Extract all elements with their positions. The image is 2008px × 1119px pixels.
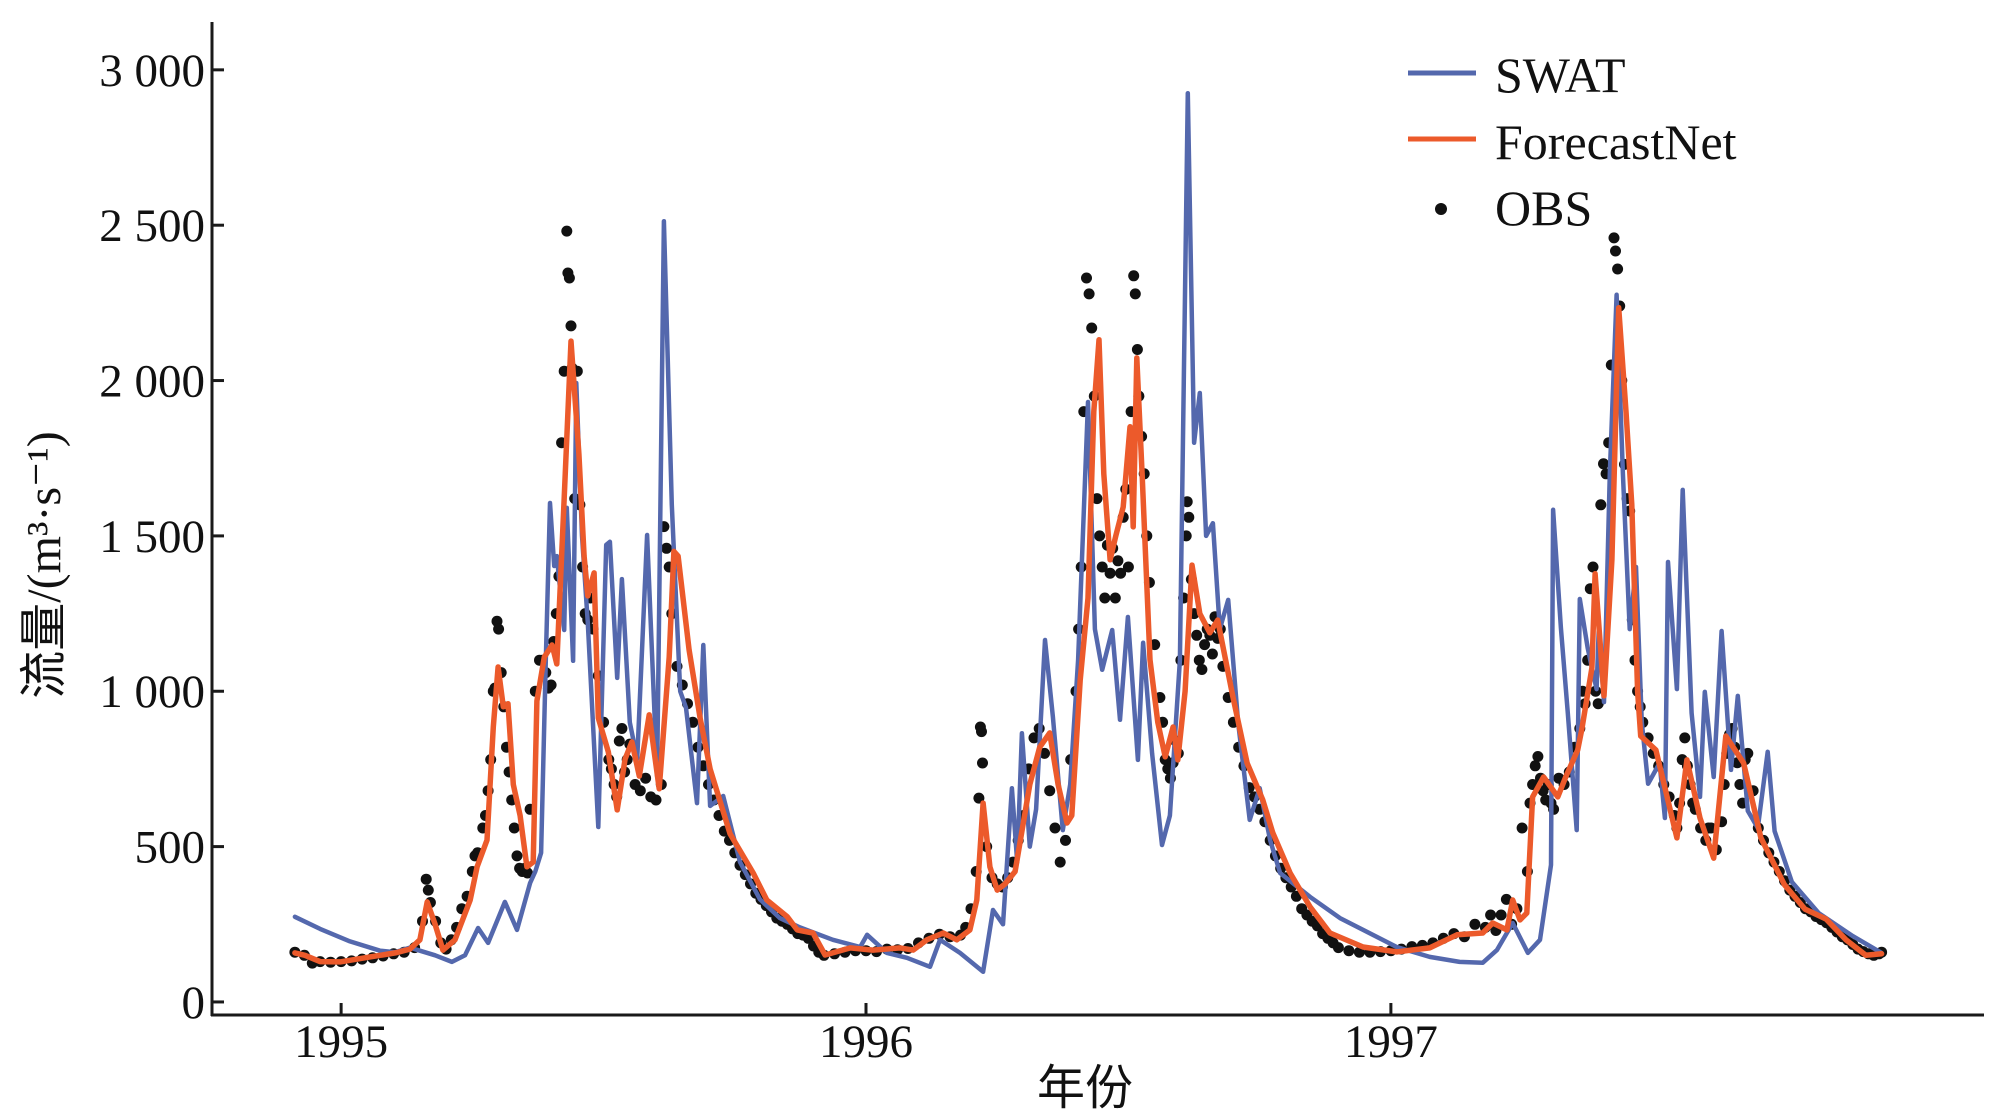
- obs-point: [1608, 232, 1620, 244]
- obs-point: [661, 542, 672, 554]
- y-tick-label: 1 500: [99, 511, 205, 563]
- obs-point: [1206, 648, 1218, 660]
- obs-point: [1485, 909, 1497, 921]
- x-axis-ticks: 1995 1996 1997: [294, 1003, 1438, 1068]
- y-axis-ticks: 0 500 1 000 1 500 2 000 2 500 3 000: [99, 45, 224, 1029]
- obs-point: [1039, 747, 1050, 759]
- obs-point: [1679, 732, 1691, 744]
- y-tick-label: 2 000: [99, 356, 205, 408]
- obs-point: [563, 272, 575, 284]
- obs-point: [1128, 270, 1140, 282]
- obs-point: [616, 723, 628, 734]
- x-tick-label: 1996: [819, 1016, 913, 1068]
- legend-swat-label: SWAT: [1495, 47, 1626, 103]
- obs-point: [1612, 263, 1624, 275]
- obs-point: [802, 932, 814, 944]
- obs-point: [1532, 751, 1544, 762]
- x-axis-title: 年份: [1037, 1062, 1133, 1115]
- obs-point: [1610, 245, 1621, 257]
- obs-point: [1129, 288, 1141, 300]
- obs-point: [522, 867, 533, 879]
- obs-point: [1096, 561, 1108, 573]
- x-tick-label: 1997: [1344, 1016, 1438, 1068]
- obs-point: [1529, 760, 1541, 772]
- legend-forecastnet-label: ForecastNet: [1495, 114, 1737, 170]
- obs-point: [1595, 499, 1607, 511]
- obs-point: [650, 794, 662, 806]
- obs-point: [976, 726, 987, 738]
- obs-point: [1049, 822, 1061, 834]
- obs-point: [511, 850, 523, 862]
- obs-point: [1122, 561, 1134, 573]
- forecastnet-line: [292, 305, 1885, 965]
- obs-point: [1587, 561, 1599, 573]
- obs-point: [561, 225, 573, 237]
- x-tick-label: 1995: [294, 1016, 388, 1068]
- obs-point: [1086, 322, 1098, 334]
- obs-point: [1598, 458, 1609, 470]
- obs-point: [1332, 942, 1344, 954]
- obs-point: [1592, 698, 1604, 710]
- obs-point: [493, 623, 505, 635]
- obs-point: [1131, 344, 1143, 355]
- obs-point: [1083, 288, 1095, 300]
- obs-point: [1193, 654, 1205, 666]
- obs-point: [545, 679, 557, 691]
- obs-point: [634, 785, 646, 797]
- swat-line: [292, 90, 1884, 975]
- obs-point: [1109, 592, 1121, 604]
- obs-point: [1516, 822, 1528, 834]
- obs-point: [1054, 856, 1066, 868]
- obs-point: [1196, 664, 1208, 675]
- obs-point: [565, 320, 577, 332]
- plot-area: [289, 90, 1888, 975]
- legend-obs-label: OBS: [1495, 180, 1592, 236]
- legend-obs-dot-swatch: [1435, 203, 1447, 215]
- obs-point: [1112, 555, 1124, 567]
- legend-item-obs: OBS: [1435, 180, 1592, 236]
- obs-point: [422, 884, 434, 896]
- obs-point: [1115, 567, 1127, 579]
- obs-point: [1469, 918, 1481, 930]
- obs-point: [1343, 945, 1355, 957]
- obs-point: [1199, 639, 1211, 651]
- obs-point: [640, 772, 652, 784]
- y-tick-label: 1 000: [99, 666, 205, 718]
- y-tick-label: 3 000: [99, 45, 205, 97]
- obs-point: [1081, 272, 1092, 284]
- obs-point: [977, 757, 988, 769]
- y-tick-label: 500: [135, 822, 206, 874]
- obs-point: [1734, 779, 1746, 790]
- legend-item-swat: SWAT: [1408, 47, 1626, 103]
- legend-item-forecastnet: ForecastNet: [1408, 114, 1737, 170]
- obs-point: [613, 735, 625, 747]
- obs-point: [420, 873, 432, 885]
- obs-point: [1104, 567, 1116, 579]
- obs-point: [1495, 909, 1507, 921]
- obs-point: [1044, 785, 1056, 797]
- y-axis-title: 流量/(m³·s⁻¹): [18, 431, 71, 698]
- y-tick-label: 2 500: [99, 200, 205, 252]
- obs-point: [1183, 511, 1195, 523]
- obs-point: [1028, 732, 1040, 744]
- obs-point: [1191, 629, 1203, 641]
- obs-point: [1060, 834, 1071, 846]
- obs-point: [1099, 592, 1111, 604]
- legend: SWAT ForecastNet OBS: [1408, 47, 1737, 236]
- obs-point: [1091, 493, 1103, 505]
- obs-point: [508, 822, 520, 834]
- obs-point: [1094, 530, 1106, 542]
- obs-point: [1500, 893, 1512, 905]
- y-tick-label: 0: [182, 977, 206, 1029]
- obs-point: [1181, 496, 1193, 508]
